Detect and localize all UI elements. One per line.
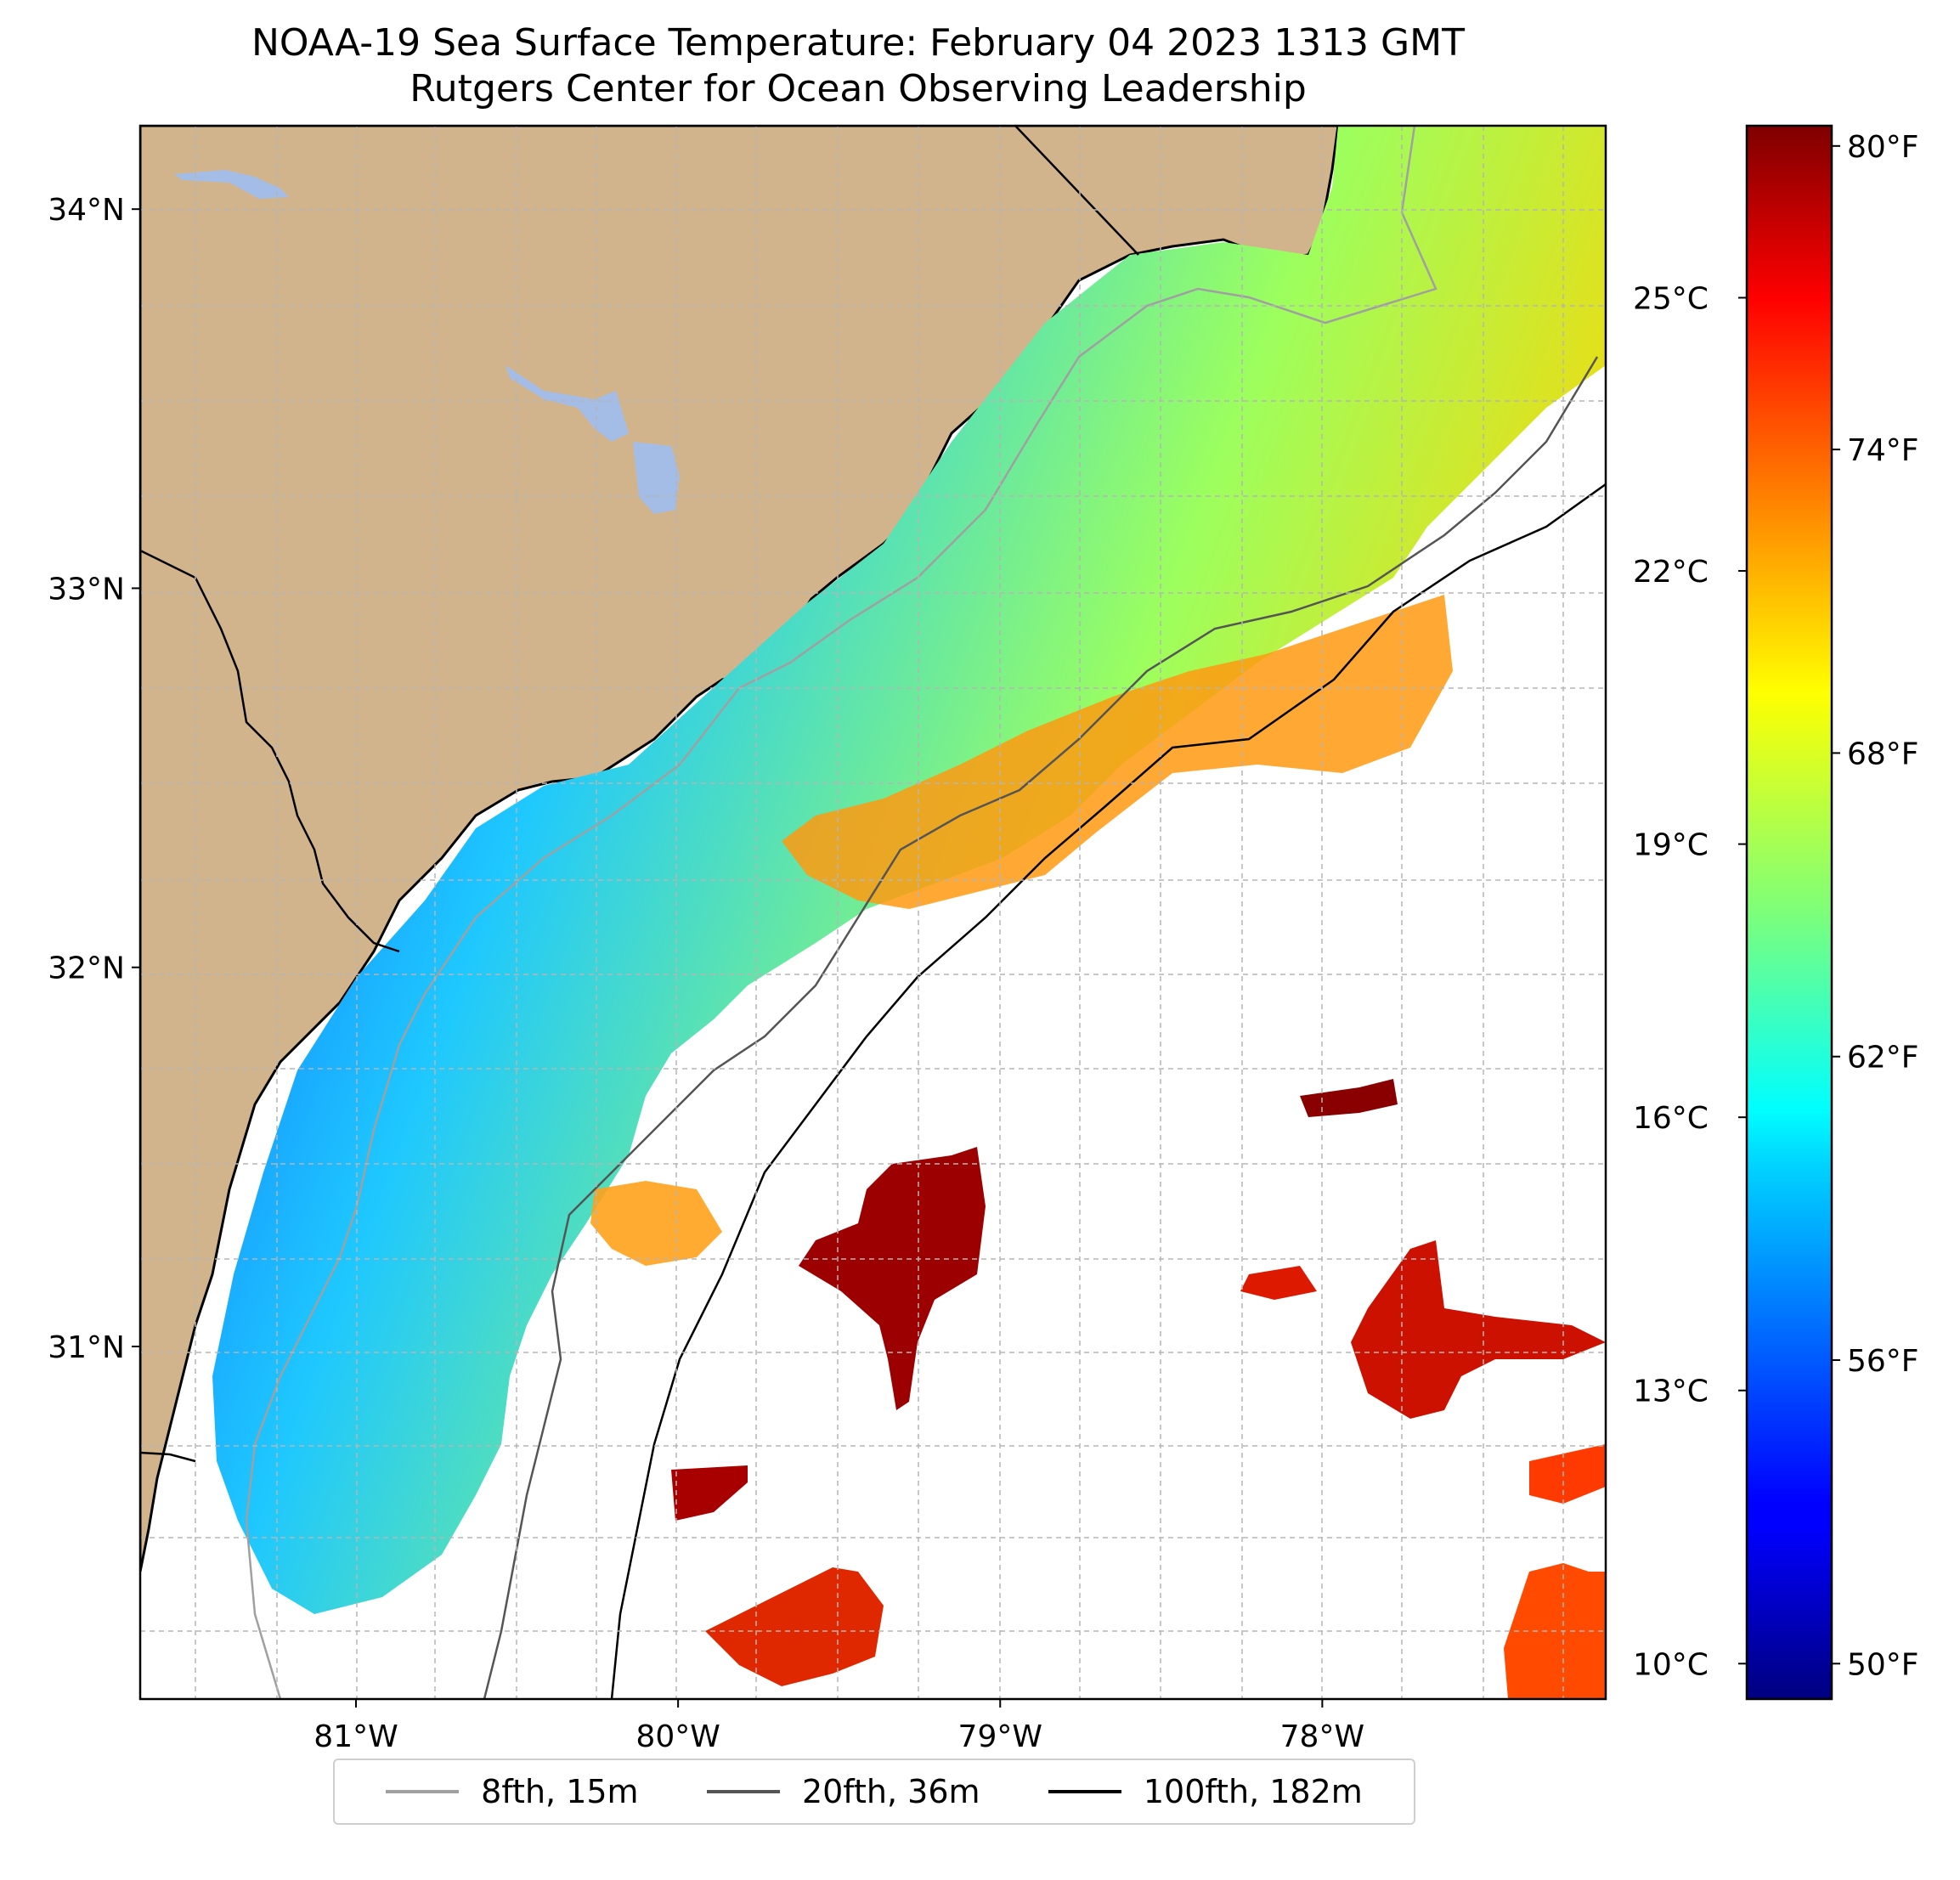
colorbar-f-label: 62°F [1847,1041,1919,1075]
lat-tick-label: 33°N [48,572,125,607]
lake-northwest [174,170,289,199]
colorbar-fahrenheit-axis: 80°F 74°F 68°F 62°F 56°F 50°F [1832,130,1919,1682]
colorbar-f-label: 50°F [1847,1647,1919,1682]
colorbar-c-label: 10°C [1633,1647,1709,1682]
lake-marion [506,365,629,442]
lat-tick-label: 34°N [48,193,125,228]
legend-swatch [1048,1790,1121,1793]
lon-tick-label: 81°W [313,1719,398,1754]
colorbar-f-label: 68°F [1847,737,1919,771]
lon-tick-label: 78°W [1280,1719,1364,1754]
legend-swatch [706,1790,780,1793]
legend-swatch [386,1790,460,1793]
lon-tick-label: 80°W [635,1719,720,1754]
lat-tick-label: 31°N [48,1330,125,1365]
map-frame [138,124,1607,1701]
colorbar-c-label: 22°C [1633,555,1709,590]
legend: 8fth, 15m 20fth, 36m 100fth, 182m [333,1759,1415,1825]
sst-warm-band [782,595,1453,909]
contour-100fth [610,483,1606,1699]
sst-hot-patch-2 [1300,1079,1398,1117]
sst-hot-patch-3 [1351,1240,1606,1419]
legend-label: 8fth, 15m [481,1773,639,1810]
colorbar-c-label: 13°C [1633,1375,1709,1409]
legend-item: 20fth, 36m [706,1773,980,1810]
chart-subtitle: Rutgers Center for Ocean Observing Leade… [410,67,1307,110]
legend-item: 8fth, 15m [386,1773,639,1810]
sst-warm-patch-south [590,1181,722,1266]
inland-border-south [140,1451,196,1463]
legend-item: 100fth, 182m [1048,1773,1363,1810]
sst-hot-patch-1 [799,1147,986,1410]
chart-title: NOAA-19 Sea Surface Temperature: Februar… [251,21,1465,65]
legend-label: 20fth, 36m [801,1773,980,1810]
sst-hot-patch-7 [1240,1266,1317,1300]
colorbar-celsius-axis: 25°C 22°C 19°C 16°C 13°C 10°C [1633,281,1747,1682]
state-border [1014,126,1139,256]
latitude-axis: 34°N 33°N 32°N 31°N [48,193,140,1365]
colorbar-f-label: 56°F [1847,1344,1919,1379]
sst-hot-patch-4 [671,1465,748,1521]
colorbar-f-label: 74°F [1847,433,1919,468]
colorbar-c-label: 19°C [1633,828,1709,863]
contour-8fth [245,126,1438,1699]
colorbar-c-label: 16°C [1633,1101,1709,1136]
sst-hot-patch-8 [1529,1444,1606,1504]
colorbar [1745,124,1833,1701]
sst-hot-patch-5 [705,1567,884,1686]
contour-20fth [483,356,1599,1699]
legend-label: 100fth, 182m [1143,1773,1363,1810]
land-mass [140,126,1340,1572]
lat-tick-label: 32°N [48,951,125,986]
longitude-axis: 81°W 80°W 79°W 78°W [313,1699,1364,1754]
lon-tick-label: 79°W [958,1719,1042,1754]
gridlines [140,126,1606,1699]
colorbar-c-label: 25°C [1633,281,1709,316]
colorbar-f-label: 80°F [1847,130,1919,165]
inland-border [140,549,400,953]
